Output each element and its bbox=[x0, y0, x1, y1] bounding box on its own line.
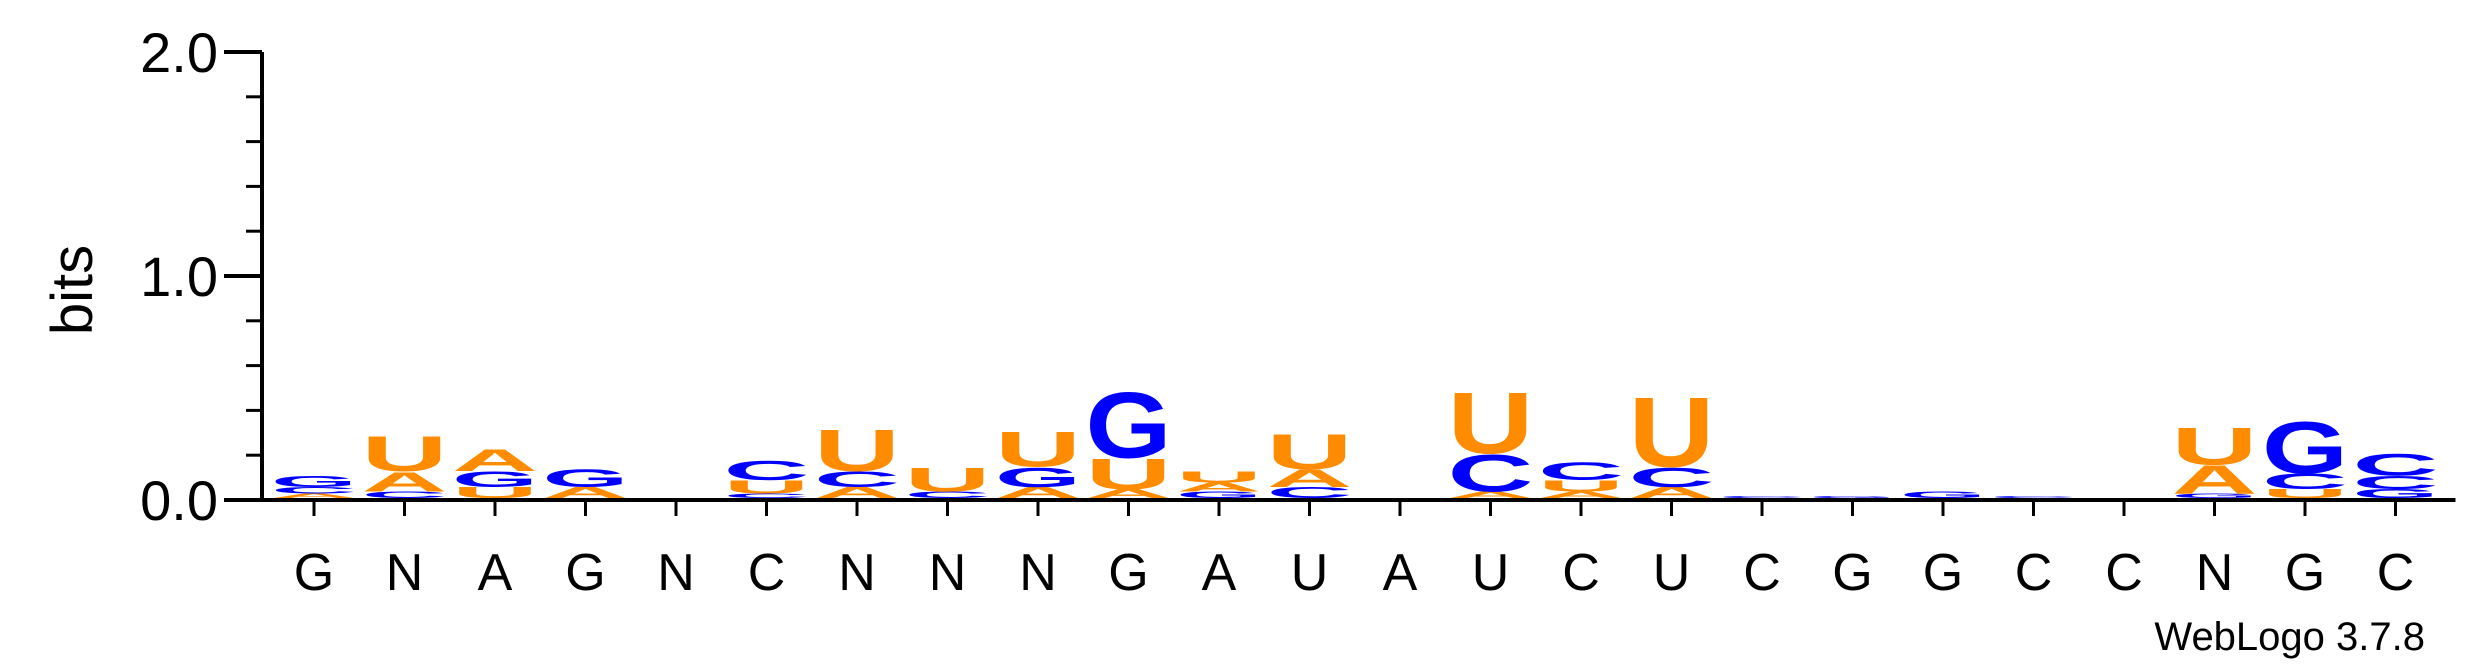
logo-letter-A: A bbox=[1629, 484, 1715, 501]
x-tick-label: G bbox=[1832, 544, 1872, 602]
logo-letter-C: C bbox=[905, 490, 991, 500]
logo-letter-C: C bbox=[271, 485, 357, 495]
x-tick-label: C bbox=[2105, 544, 2143, 602]
logo-letter-C: C bbox=[1629, 462, 1715, 493]
logo-letter-A: A bbox=[1448, 490, 1534, 500]
logo-letter-U: U bbox=[362, 426, 448, 482]
logo-letter-A: A bbox=[452, 443, 538, 478]
logo-letter-A: A bbox=[1086, 487, 1172, 501]
x-tick-label: G bbox=[1923, 544, 1963, 602]
logo-letter-C: C bbox=[2262, 470, 2348, 494]
logo-letter-C: C bbox=[362, 490, 448, 500]
logo-letter-G: G bbox=[1810, 495, 1896, 499]
logo-letter-A: A bbox=[1176, 480, 1262, 494]
y-tick-label: 2.0 bbox=[140, 21, 218, 84]
logo-letter-A: A bbox=[814, 484, 900, 501]
logo-letter-C: C bbox=[1538, 458, 1624, 486]
logo-letter-G: G bbox=[1900, 490, 1986, 500]
logo-letter-U: U bbox=[1176, 468, 1262, 485]
axes: 0.0 1.0 2.0 bbox=[140, 21, 2456, 532]
x-tick-label: N bbox=[657, 544, 695, 602]
x-tick-label: U bbox=[1472, 544, 1510, 602]
logo-letter-G: G bbox=[1086, 373, 1172, 478]
x-tick-label: C bbox=[2377, 544, 2415, 602]
logo-letter-U: U bbox=[2262, 487, 2348, 501]
logo-letter-U: U bbox=[1629, 378, 1715, 489]
x-tick-label: N bbox=[2196, 544, 2234, 602]
x-tick-label: C bbox=[1562, 544, 1600, 602]
y-tick-label: 0.0 bbox=[140, 469, 218, 532]
x-tick-label: N bbox=[1019, 544, 1057, 602]
x-tick-label: G bbox=[2285, 544, 2325, 602]
x-tick-label: G bbox=[1108, 544, 1148, 602]
weblogo-credit: WebLogo 3.7.8 bbox=[2154, 615, 2425, 659]
x-tick-label: C bbox=[1743, 544, 1781, 602]
logo-letter-A: A bbox=[362, 466, 448, 497]
x-tick-label: U bbox=[1653, 544, 1691, 602]
logo-letter-G: G bbox=[2353, 487, 2439, 501]
x-tick-label: N bbox=[386, 544, 424, 602]
logo-letter-G: G bbox=[995, 462, 1081, 493]
x-tick-label: A bbox=[478, 544, 513, 602]
logo-letter-U: U bbox=[1267, 424, 1353, 480]
logo-letter-A: A bbox=[1538, 490, 1624, 500]
logo-letter-G: G bbox=[2172, 492, 2258, 499]
logo-letter-G: G bbox=[543, 464, 629, 492]
logo-letter-C: C bbox=[724, 455, 810, 486]
x-tick-label: N bbox=[838, 544, 876, 602]
logo-letter-C: C bbox=[2353, 448, 2439, 483]
logo-letter-U: U bbox=[995, 422, 1081, 478]
logo-letter-C: C bbox=[814, 467, 900, 491]
logo-letter-U: U bbox=[1538, 477, 1624, 494]
logo-letter-C: C bbox=[1267, 484, 1353, 501]
x-tick-label: G bbox=[565, 544, 605, 602]
x-tick-label: A bbox=[1383, 544, 1418, 602]
logo-letter-A: A bbox=[995, 484, 1081, 501]
x-tick-label: N bbox=[929, 544, 967, 602]
x-tick-label: G bbox=[294, 544, 334, 602]
logo-letter-U: U bbox=[1086, 450, 1172, 499]
logo-letter-U: U bbox=[724, 477, 810, 498]
x-tick-label: A bbox=[1202, 544, 1237, 602]
logo-letter-G: G bbox=[271, 473, 357, 490]
logo-letter-U: U bbox=[2172, 417, 2258, 476]
logo-letter-G: G bbox=[1176, 490, 1262, 500]
logo-letter-U: U bbox=[905, 460, 991, 498]
x-tick-label: C bbox=[2015, 544, 2053, 602]
logo-letter-C: C bbox=[724, 492, 810, 499]
logo-letter-A: A bbox=[2172, 457, 2258, 502]
logo-letter-U: U bbox=[452, 484, 538, 501]
logo-letter-A: A bbox=[271, 492, 357, 499]
y-tick-label: 1.0 bbox=[140, 245, 218, 308]
logo-letter-C: C bbox=[1719, 495, 1805, 498]
y-axis-label: bits bbox=[40, 245, 105, 335]
logo-letter-G: G bbox=[2262, 406, 2348, 489]
x-tick-label: C bbox=[748, 544, 786, 602]
logo-letter-U: U bbox=[1448, 376, 1534, 473]
logo-letter-C: C bbox=[1448, 444, 1534, 503]
logo-letter-A: A bbox=[1267, 465, 1353, 493]
logo-letter-C: C bbox=[1991, 495, 2077, 498]
logo-letter-U: U bbox=[814, 418, 900, 484]
logo-letter-A: A bbox=[543, 484, 629, 501]
logo-letter-C: C bbox=[2353, 472, 2439, 493]
logo-letter-G: G bbox=[452, 467, 538, 491]
x-tick-label: U bbox=[1291, 544, 1329, 602]
